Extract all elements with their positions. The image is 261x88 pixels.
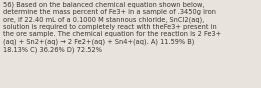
Text: 56) Based on the balanced chemical equation shown below,
determine the mass perc: 56) Based on the balanced chemical equat… (3, 1, 221, 53)
